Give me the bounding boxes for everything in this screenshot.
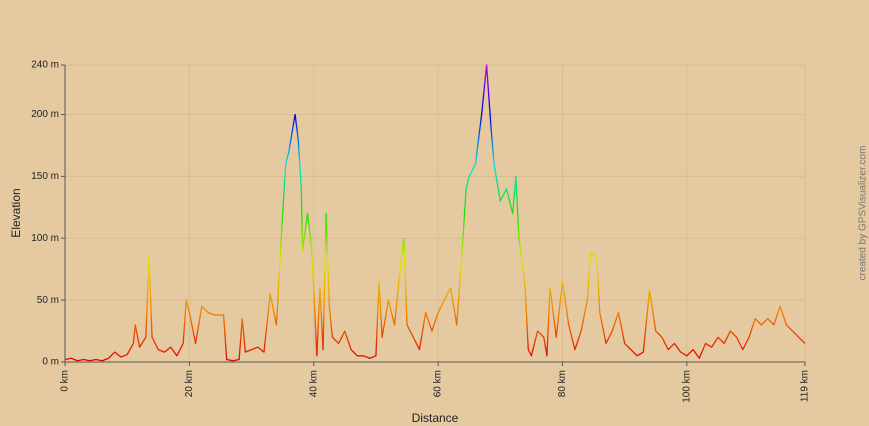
x-tick-label: 60 km [433, 370, 444, 397]
x-tick-label: 119 km [800, 370, 811, 402]
x-tick-label: 40 km [308, 370, 319, 397]
x-tick-label: 0 km [60, 370, 71, 392]
credit: created by GPSVisualizer.com [858, 146, 869, 281]
x-tick-label: 100 km [681, 370, 692, 403]
y-tick-label: 100 m [31, 233, 59, 244]
y-tick-label: 150 m [31, 171, 59, 182]
y-axis-label: Elevation [9, 188, 23, 237]
y-tick-label: 50 m [37, 295, 59, 306]
x-tick-label: 20 km [184, 370, 195, 397]
x-axis-label: Distance [412, 411, 459, 425]
plot-frame [64, 64, 806, 363]
elevation-line [64, 64, 806, 362]
x-tick-label: 80 km [557, 370, 568, 397]
y-tick-label: 240 m [31, 60, 59, 71]
y-tick-label: 200 m [31, 109, 59, 120]
y-tick-label: 0 m [42, 357, 59, 368]
